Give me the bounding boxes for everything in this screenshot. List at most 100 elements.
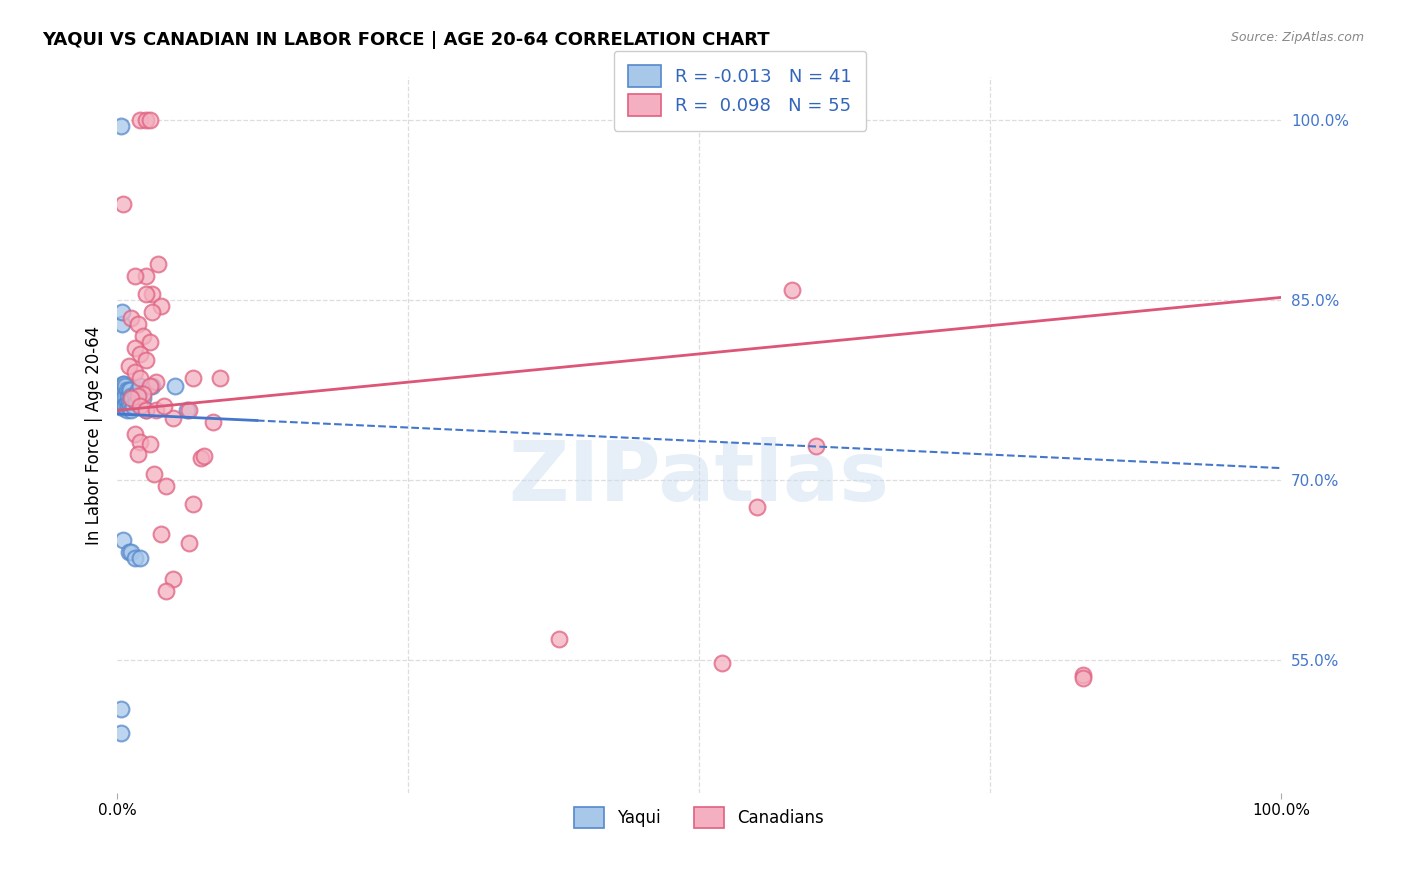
Point — [118, 399, 141, 413]
Point — [124, 427, 146, 442]
Point — [135, 112, 157, 127]
Point — [150, 527, 173, 541]
Point — [111, 533, 134, 548]
Point — [110, 701, 132, 715]
Point — [129, 551, 152, 566]
Point — [110, 725, 132, 739]
Point — [115, 383, 138, 397]
Point — [135, 403, 157, 417]
Point — [711, 656, 734, 670]
Point — [132, 329, 155, 343]
Point — [129, 379, 152, 393]
Point — [141, 305, 163, 319]
Legend: Yaqui, Canadians: Yaqui, Canadians — [567, 801, 831, 834]
Point — [118, 359, 141, 373]
Point — [111, 305, 134, 319]
Point — [121, 392, 143, 406]
Point — [145, 403, 167, 417]
Point — [201, 416, 224, 430]
Y-axis label: In Labor Force | Age 20-64: In Labor Force | Age 20-64 — [86, 326, 103, 545]
Point — [127, 383, 149, 397]
Point — [162, 410, 184, 425]
Point — [129, 371, 152, 385]
Point — [165, 379, 187, 393]
Point — [181, 497, 204, 511]
Point — [155, 479, 177, 493]
Point — [135, 352, 157, 367]
Point — [125, 395, 148, 409]
Point — [139, 112, 162, 127]
Point — [1071, 668, 1094, 682]
Point — [120, 310, 142, 325]
Point — [804, 440, 827, 454]
Point — [111, 389, 134, 403]
Point — [139, 437, 162, 451]
Point — [135, 286, 157, 301]
Point — [112, 376, 135, 391]
Point — [114, 379, 136, 393]
Point — [135, 268, 157, 283]
Point — [120, 403, 142, 417]
Point — [208, 371, 231, 385]
Point — [124, 389, 146, 403]
Point — [115, 403, 138, 417]
Point — [129, 347, 152, 361]
Point — [162, 572, 184, 586]
Point — [135, 403, 157, 417]
Point — [115, 395, 138, 409]
Point — [111, 196, 134, 211]
Point — [132, 392, 155, 406]
Point — [179, 403, 201, 417]
Point — [146, 257, 169, 271]
Point — [190, 451, 212, 466]
Point — [143, 467, 166, 482]
Point — [118, 545, 141, 559]
Point — [127, 389, 149, 403]
Point — [124, 551, 146, 566]
Point — [127, 317, 149, 331]
Point — [118, 395, 141, 409]
Point — [181, 371, 204, 385]
Point — [141, 286, 163, 301]
Point — [193, 449, 215, 463]
Point — [111, 376, 134, 391]
Point — [139, 379, 162, 393]
Point — [117, 399, 139, 413]
Point — [110, 119, 132, 133]
Point — [129, 434, 152, 449]
Point — [112, 383, 135, 397]
Point — [155, 583, 177, 598]
Point — [122, 399, 145, 413]
Point — [747, 500, 769, 514]
Point — [548, 632, 571, 646]
Point — [152, 399, 174, 413]
Text: Source: ZipAtlas.com: Source: ZipAtlas.com — [1230, 31, 1364, 45]
Point — [120, 392, 142, 406]
Point — [112, 399, 135, 413]
Point — [114, 389, 136, 403]
Point — [118, 383, 141, 397]
Point — [114, 399, 136, 413]
Text: YAQUI VS CANADIAN IN LABOR FORCE | AGE 20-64 CORRELATION CHART: YAQUI VS CANADIAN IN LABOR FORCE | AGE 2… — [42, 31, 770, 49]
Point — [179, 535, 201, 549]
Point — [129, 112, 152, 127]
Point — [780, 283, 803, 297]
Point — [118, 383, 141, 397]
Point — [1071, 672, 1094, 686]
Point — [120, 389, 142, 403]
Point — [120, 545, 142, 559]
Point — [141, 379, 163, 393]
Point — [117, 389, 139, 403]
Point — [132, 386, 155, 401]
Point — [124, 365, 146, 379]
Point — [127, 447, 149, 461]
Point — [150, 299, 173, 313]
Point — [111, 317, 134, 331]
Point — [176, 403, 198, 417]
Point — [124, 268, 146, 283]
Point — [145, 375, 167, 389]
Point — [124, 341, 146, 355]
Point — [111, 401, 134, 415]
Text: ZIPatlas: ZIPatlas — [509, 437, 890, 518]
Point — [129, 399, 152, 413]
